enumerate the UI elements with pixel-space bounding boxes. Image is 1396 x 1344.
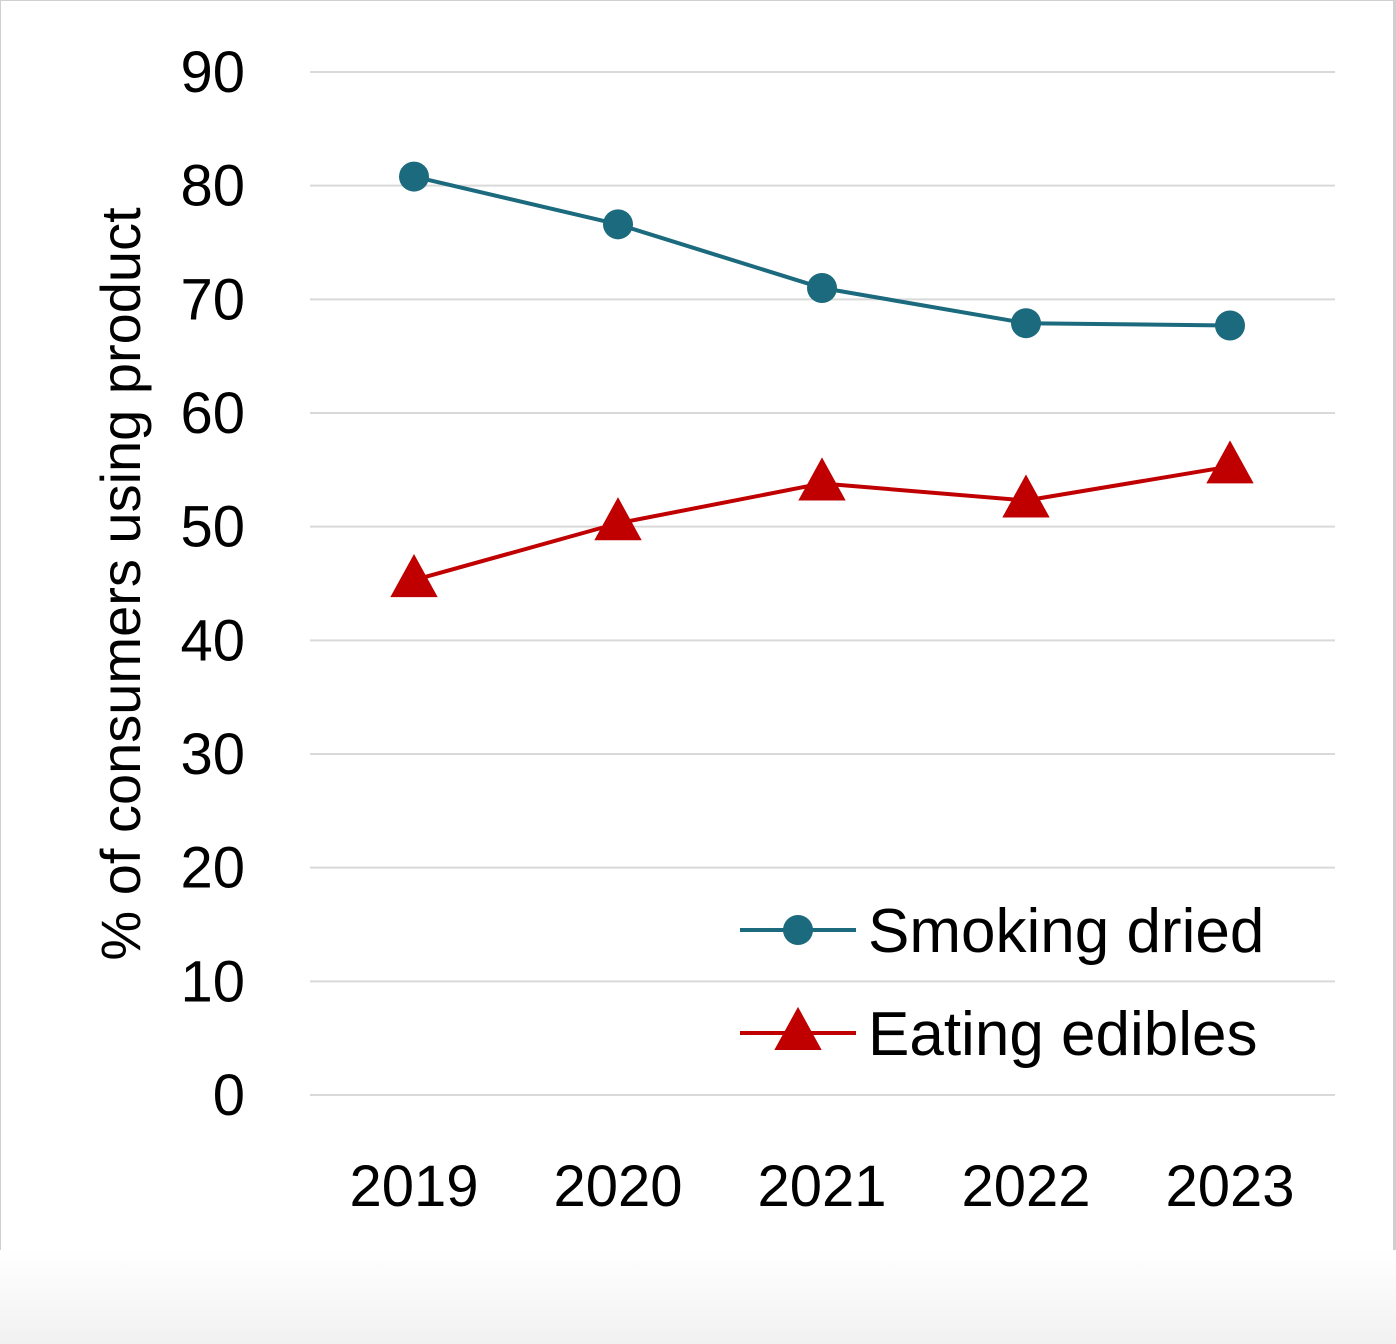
x-tick-label-2021: 2021 bbox=[757, 1154, 886, 1219]
y-tick-label-10: 10 bbox=[180, 949, 245, 1014]
y-tick-label-70: 70 bbox=[180, 267, 245, 332]
series-eating-edibles bbox=[390, 440, 1254, 598]
legend-item-eating-edibles: Eating edibles bbox=[740, 1000, 1258, 1069]
gridlines bbox=[310, 71, 1335, 1096]
data-point-eating-edibles-2023 bbox=[1206, 440, 1254, 484]
x-tick-label-2022: 2022 bbox=[961, 1154, 1090, 1219]
bottom-band bbox=[0, 1250, 1396, 1344]
legend-marker-eating-edibles bbox=[774, 1006, 822, 1050]
legend-item-smoking-dried: Smoking dried bbox=[740, 897, 1264, 966]
data-point-smoking-dried-2021 bbox=[807, 272, 837, 303]
x-tick-label-2020: 2020 bbox=[553, 1154, 682, 1219]
y-tick-label-0: 0 bbox=[213, 1063, 245, 1128]
legend-label-smoking-dried: Smoking dried bbox=[868, 897, 1264, 966]
data-point-eating-edibles-2019 bbox=[390, 554, 438, 598]
y-tick-label-40: 40 bbox=[180, 608, 245, 673]
series-smoking-dried bbox=[399, 161, 1245, 341]
data-point-eating-edibles-2021 bbox=[798, 457, 846, 501]
series-line-smoking-dried bbox=[413, 174, 1231, 328]
legend-label-eating-edibles: Eating edibles bbox=[868, 1000, 1258, 1069]
series bbox=[390, 161, 1254, 598]
y-tick-label-60: 60 bbox=[180, 381, 245, 446]
x-axis-ticks: 2019 2020 2021 2022 2023 bbox=[349, 1154, 1294, 1219]
legend-marker-smoking-dried bbox=[783, 915, 813, 945]
y-tick-label-90: 90 bbox=[180, 40, 245, 105]
y-tick-label-30: 30 bbox=[180, 722, 245, 787]
y-axis-ticks: 0 10 20 30 40 50 60 70 80 90 bbox=[180, 40, 245, 1128]
y-tick-label-80: 80 bbox=[180, 154, 245, 219]
x-tick-label-2023: 2023 bbox=[1165, 1154, 1294, 1219]
data-point-smoking-dried-2019 bbox=[399, 161, 429, 192]
legend: Smoking dried Eating edibles bbox=[740, 897, 1264, 1069]
y-tick-label-50: 50 bbox=[180, 495, 245, 560]
data-point-eating-edibles-2020 bbox=[594, 497, 642, 541]
y-axis-title: % of consumers using product bbox=[89, 207, 152, 961]
data-point-smoking-dried-2020 bbox=[603, 209, 633, 240]
data-point-eating-edibles-2022 bbox=[1002, 474, 1050, 518]
x-tick-label-2019: 2019 bbox=[349, 1154, 478, 1219]
data-point-smoking-dried-2022 bbox=[1011, 308, 1041, 339]
data-point-smoking-dried-2023 bbox=[1215, 310, 1245, 341]
y-tick-label-20: 20 bbox=[180, 836, 245, 901]
